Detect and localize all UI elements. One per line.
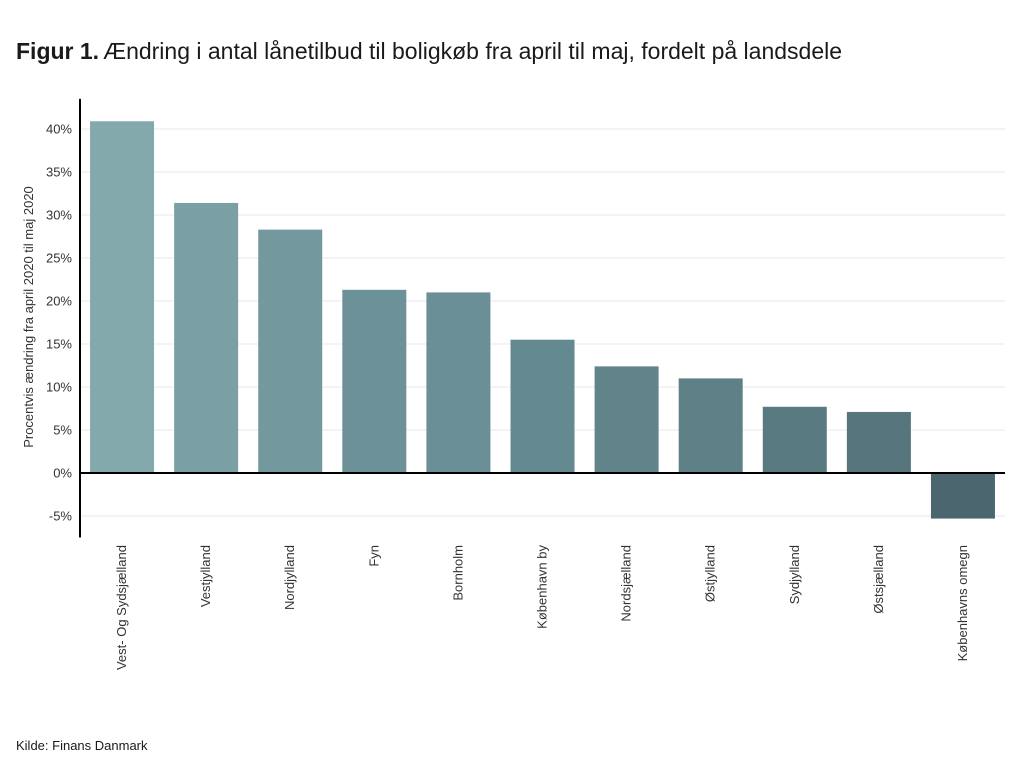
x-tick-labels: Vest- Og Sydsjælland Vestjylland Nordjylla… (114, 545, 970, 671)
y-tick-label: 15% (46, 337, 72, 352)
bar (426, 292, 491, 473)
bar (510, 339, 575, 473)
y-tick-label: 5% (53, 423, 72, 438)
x-tick-label: Københavns omegn (955, 545, 970, 661)
x-tick-label: Sydjylland (787, 545, 802, 604)
bar (174, 202, 239, 473)
chart-title: Figur 1. Ændring i antal lånetilbud til b… (16, 38, 842, 65)
y-tick-label: 20% (46, 294, 72, 309)
x-tick-label: Fyn (366, 545, 381, 567)
source-note: Kilde: Finans Danmark (16, 738, 148, 753)
x-tick-label: Nordjylland (282, 545, 297, 610)
bar (258, 229, 323, 473)
x-tick-label: Bornholm (450, 545, 465, 601)
y-tick-label: 25% (46, 251, 72, 266)
chart-title-text: Ændring i antal lånetilbud til boligkøb … (103, 38, 843, 64)
y-tick-label: 0% (53, 466, 72, 481)
chart-title-prefix: Figur 1. (16, 38, 100, 64)
y-tick-labels: -5% 0% 5% 10% 15% 20% 25% 30% 35% 40% (46, 122, 72, 524)
bars (90, 121, 995, 519)
x-tick-label: Nordsjælland (619, 545, 634, 622)
y-tick-label: 35% (46, 165, 72, 180)
bar (678, 378, 743, 473)
x-tick-label: Vest- Og Sydsjælland (114, 545, 129, 670)
y-axis-label: Procentvis ændring fra april 2020 til ma… (21, 186, 36, 448)
x-tick-label: Østjylland (703, 545, 718, 602)
y-tick-label: 40% (46, 122, 72, 137)
bar (846, 411, 911, 473)
x-tick-label: Østsjælland (871, 545, 886, 614)
y-tick-label: 30% (46, 208, 72, 223)
y-tick-label: 10% (46, 380, 72, 395)
x-tick-label: København by (535, 545, 550, 629)
bar (594, 366, 659, 473)
bar (762, 406, 827, 473)
bar (342, 289, 407, 473)
axes (79, 98, 1005, 538)
bar (90, 121, 155, 473)
y-tick-label: -5% (49, 509, 73, 524)
bar (930, 473, 995, 519)
x-tick-label: Vestjylland (198, 545, 213, 607)
